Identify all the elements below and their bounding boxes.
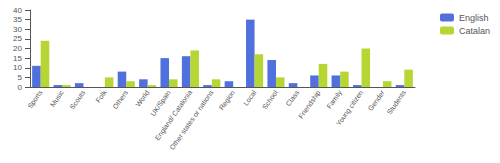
svg-text:25: 25 [13, 34, 22, 43]
svg-text:School: School [261, 89, 279, 111]
svg-text:Family: Family [325, 89, 344, 111]
svg-text:40: 40 [13, 6, 22, 15]
svg-text:England/ Catalonia: England/ Catalonia [154, 89, 195, 142]
svg-text:World: World [134, 89, 150, 108]
svg-text:Others: Others [111, 89, 129, 111]
svg-text:Folk: Folk [94, 89, 108, 104]
svg-text:Friendship: Friendship [297, 89, 322, 120]
svg-text:Scouts: Scouts [68, 89, 86, 111]
svg-text:20: 20 [13, 44, 22, 53]
svg-text:Music: Music [49, 89, 66, 108]
svg-text:Young citizen: Young citizen [335, 89, 365, 128]
svg-text:Catalan: Catalan [459, 26, 490, 36]
svg-text:Local: Local [242, 89, 258, 107]
svg-text:Gender: Gender [367, 88, 387, 112]
svg-text:30: 30 [13, 25, 22, 34]
svg-text:Other states or nations: Other states or nations [168, 89, 215, 151]
svg-text:15: 15 [13, 54, 22, 63]
svg-text:10: 10 [13, 63, 22, 72]
svg-text:Class: Class [284, 89, 300, 108]
svg-text:English: English [459, 13, 489, 23]
svg-text:Sports: Sports [26, 89, 44, 111]
svg-text:0: 0 [18, 83, 23, 92]
svg-text:UK/Spain: UK/Spain [149, 89, 172, 118]
svg-text:5: 5 [18, 73, 23, 82]
svg-text:Students: Students [386, 89, 408, 116]
svg-text:Region: Region [218, 89, 237, 112]
svg-text:35: 35 [13, 15, 22, 24]
